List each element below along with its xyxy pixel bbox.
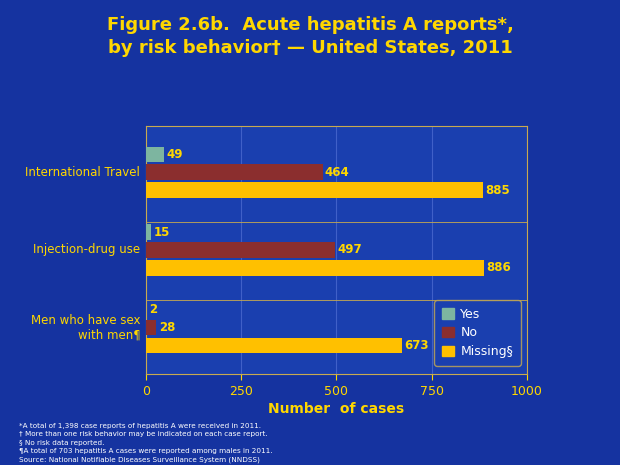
Bar xyxy=(146,165,322,180)
Text: 673: 673 xyxy=(405,339,429,352)
Text: 15: 15 xyxy=(154,226,170,239)
Bar xyxy=(146,260,484,276)
Text: *A total of 1,398 case reports of hepatitis A were received in 2011.
† More than: *A total of 1,398 case reports of hepati… xyxy=(19,423,272,463)
Bar xyxy=(146,242,335,258)
Bar xyxy=(146,224,151,240)
Text: 885: 885 xyxy=(485,184,510,197)
Bar xyxy=(146,146,164,162)
X-axis label: Number  of cases: Number of cases xyxy=(268,402,404,416)
Text: 886: 886 xyxy=(486,261,510,274)
Bar xyxy=(146,338,402,353)
Text: 497: 497 xyxy=(337,244,362,256)
Text: Figure 2.6b.  Acute hepatitis A reports*,
by risk behavior† — United States, 201: Figure 2.6b. Acute hepatitis A reports*,… xyxy=(107,16,513,57)
Text: 28: 28 xyxy=(159,321,175,334)
Text: 2: 2 xyxy=(149,303,157,316)
Bar xyxy=(146,320,156,335)
Legend: Yes, No, Missing§: Yes, No, Missing§ xyxy=(434,300,521,365)
Bar xyxy=(146,182,483,198)
Text: 49: 49 xyxy=(167,148,183,161)
Text: 464: 464 xyxy=(325,166,350,179)
